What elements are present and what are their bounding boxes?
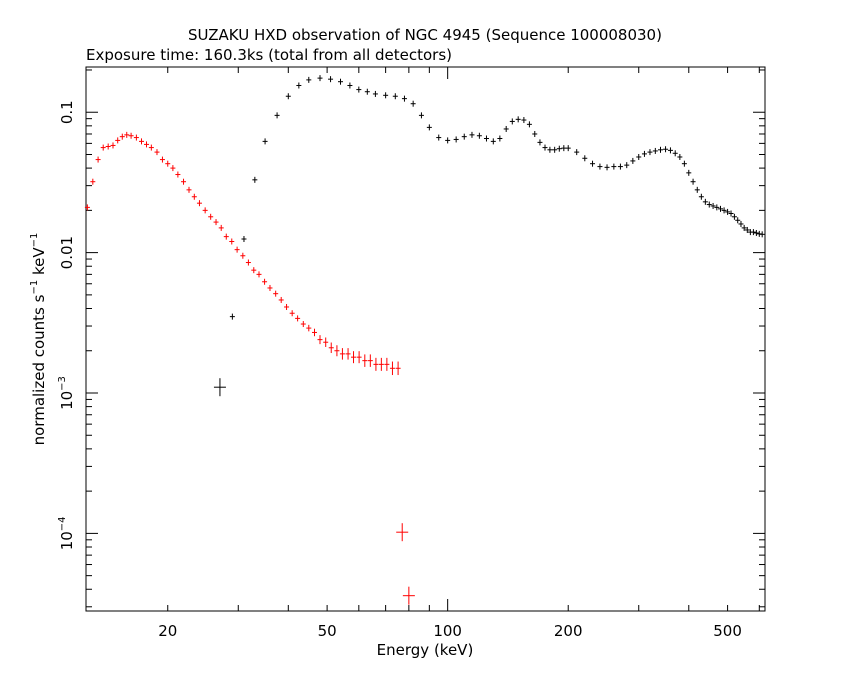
x-tick-label: 200 [554,622,583,640]
chart-title: SUZAKU HXD observation of NGC 4945 (Sequ… [188,26,662,44]
y-tick-label: 10−3 [57,376,76,410]
series-group [84,131,415,605]
data-series [84,75,765,605]
x-tick-labels: 20 50 100 200 500 [158,622,742,640]
plot-frame [85,66,766,612]
y-tick-labels: 0.1 0.01 10−3 10−4 [57,100,76,550]
axis-ticks [86,67,765,611]
x-tick-label: 50 [318,622,337,640]
x-tick-label: 100 [433,622,462,640]
x-tick-label: 20 [158,622,177,640]
y-tick-label: 10−4 [57,516,76,550]
chart-subtitle: Exposure time: 160.3ks (total from all d… [86,46,452,64]
x-axis-label: Energy (keV) [377,641,474,659]
x-tick-label: 500 [713,622,742,640]
series-group [213,75,765,397]
y-axis-label: normalized counts s−1 keV−1 [29,233,48,446]
y-tick-label: 0.01 [58,236,76,269]
y-tick-label: 0.1 [58,100,76,124]
